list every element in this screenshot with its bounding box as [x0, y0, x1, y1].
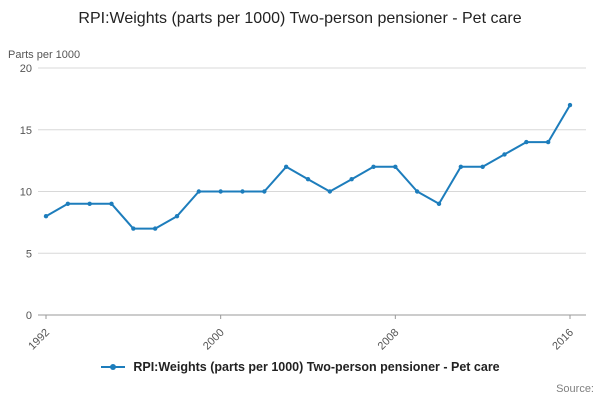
data-point-marker	[393, 164, 398, 169]
x-tick-label: 2016	[550, 327, 576, 353]
chart-legend[interactable]: RPI:Weights (parts per 1000) Two-person …	[0, 360, 600, 374]
data-point-marker	[567, 102, 573, 108]
chart-title: RPI:Weights (parts per 1000) Two-person …	[78, 10, 522, 27]
data-point-marker	[240, 189, 245, 194]
y-tick-label: 20	[20, 63, 32, 75]
data-point-marker	[87, 201, 92, 207]
chart-plot-area: 0 5 10 15 20 1992 2000 2008 2016	[0, 60, 600, 356]
legend-label: RPI:Weights (parts per 1000) Two-person …	[133, 360, 500, 374]
data-point-marker	[545, 139, 551, 145]
data-point-marker	[458, 164, 464, 169]
data-point-marker	[174, 214, 180, 219]
data-point-marker	[196, 189, 202, 194]
y-tick-label: 15	[20, 125, 32, 137]
data-point-marker	[349, 176, 354, 182]
data-point-marker	[65, 201, 71, 207]
y-axis-title: Parts per 1000	[8, 49, 81, 61]
data-point-marker	[131, 226, 136, 231]
data-point-marker	[305, 176, 311, 182]
data-point-marker	[152, 226, 158, 231]
data-point-marker	[109, 201, 114, 207]
source-label: Source:	[556, 383, 594, 395]
x-tick-label: 2008	[376, 327, 402, 353]
data-point-marker	[524, 139, 529, 145]
legend-marker	[110, 364, 117, 370]
data-point-marker	[43, 214, 49, 219]
legend-line-icon	[101, 364, 126, 370]
data-point-marker	[327, 189, 333, 194]
data-point-marker	[480, 164, 485, 169]
data-point-marker	[283, 164, 289, 169]
x-tick-label: 1992	[26, 327, 52, 353]
y-tick-label: 5	[26, 248, 32, 260]
data-point-marker	[502, 152, 507, 157]
y-tick-label: 0	[26, 310, 32, 322]
x-tick-label: 2000	[201, 327, 227, 353]
data-point-marker	[371, 164, 376, 169]
data-point-marker	[414, 189, 420, 194]
series-line	[45, 104, 571, 230]
data-point-marker	[436, 201, 442, 207]
data-point-marker	[262, 189, 267, 194]
y-tick-label: 10	[20, 187, 32, 199]
chart-svg: 0 5 10 15 20 1992 2000 2008 2016	[20, 63, 586, 353]
data-point-marker	[218, 189, 223, 194]
